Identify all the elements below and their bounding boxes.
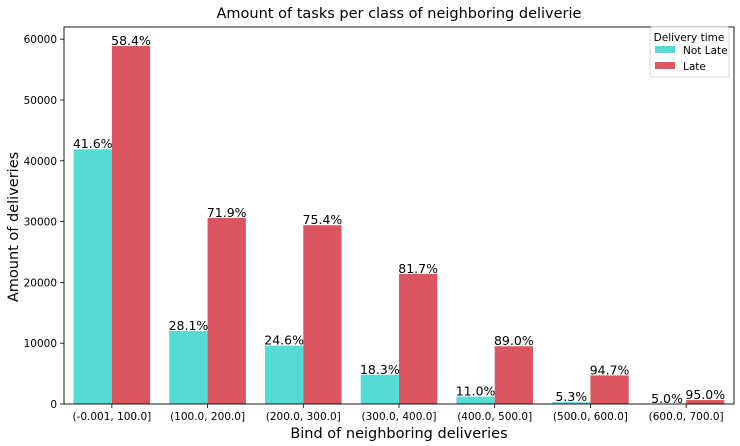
bar-late: [303, 225, 342, 404]
bar-not-late: [265, 345, 304, 404]
chart-title: Amount of tasks per class of neighboring…: [217, 6, 582, 22]
legend: Delivery time Not Late Late: [649, 26, 730, 78]
y-tick-label: 0: [50, 399, 57, 411]
legend-label-not-late: Not Late: [683, 45, 728, 57]
bar-not-late: [456, 396, 495, 404]
bar-data-label: 89.0%: [494, 333, 534, 348]
bar-late: [686, 400, 725, 404]
bar-not-late: [552, 402, 591, 404]
bar-data-label: 58.4%: [111, 33, 151, 48]
y-tick-label: 20000: [24, 277, 57, 289]
y-axis: 0 10000 20000 30000 40000 50000 60000: [24, 34, 64, 411]
y-tick-label: 10000: [24, 338, 57, 350]
bar-not-late: [360, 374, 399, 404]
plot-frame: [63, 26, 735, 405]
bar-data-label: 94.7%: [590, 362, 630, 377]
bar-data-label: 24.6%: [264, 333, 304, 348]
bar-data-label: 41.6%: [73, 136, 113, 151]
bar-not-late: [73, 149, 112, 404]
y-tick-label: 40000: [24, 156, 57, 168]
x-tick-label: (600.0, 700.0]: [649, 411, 724, 423]
x-tick-label: (100.0, 200.0]: [170, 411, 245, 423]
y-tick-label: 60000: [24, 34, 57, 46]
bar-not-late: [169, 331, 208, 404]
bar-labels: 41.6% 28.1% 24.6% 18.3% 11.0% 5.3% 5.0% 58.4% 71…: [73, 33, 725, 406]
bars: [73, 45, 725, 404]
x-axis: (-0.001, 100.0] (100.0, 200.0] (200.0, 300…: [72, 404, 724, 423]
bar-late: [590, 375, 629, 404]
legend-swatch-late: [655, 62, 675, 69]
y-tick-label: 50000: [24, 95, 57, 107]
bar-data-label: 11.0%: [456, 384, 496, 399]
bar-data-label: 75.4%: [303, 212, 343, 227]
x-tick-label: (-0.001, 100.0]: [72, 411, 151, 423]
x-tick-label: (400.0, 500.0]: [457, 411, 532, 423]
bar-late: [207, 217, 246, 404]
bar-data-label: 5.3%: [555, 389, 587, 404]
y-axis-label: Amount of deliveries: [6, 152, 22, 302]
bar-data-label: 18.3%: [360, 362, 400, 377]
legend-title: Delivery time: [654, 32, 725, 44]
legend-swatch-not-late: [655, 46, 675, 53]
legend-label-late: Late: [683, 61, 706, 73]
x-tick-label: (500.0, 600.0]: [553, 411, 628, 423]
bar-data-label: 81.7%: [398, 261, 438, 276]
bar-data-label: 5.0%: [651, 391, 683, 406]
y-tick-label: 30000: [24, 217, 57, 229]
bar-late: [111, 45, 151, 404]
bar-late: [399, 273, 438, 404]
x-tick-label: (200.0, 300.0]: [266, 411, 341, 423]
bar-data-label: 71.9%: [207, 205, 247, 220]
x-tick-label: (300.0, 400.0]: [362, 411, 437, 423]
bar-data-label: 95.0%: [685, 387, 725, 402]
bar-data-label: 28.1%: [169, 318, 209, 333]
bar-late: [494, 346, 533, 404]
x-axis-label: Bind of neighboring deliveries: [290, 426, 507, 442]
